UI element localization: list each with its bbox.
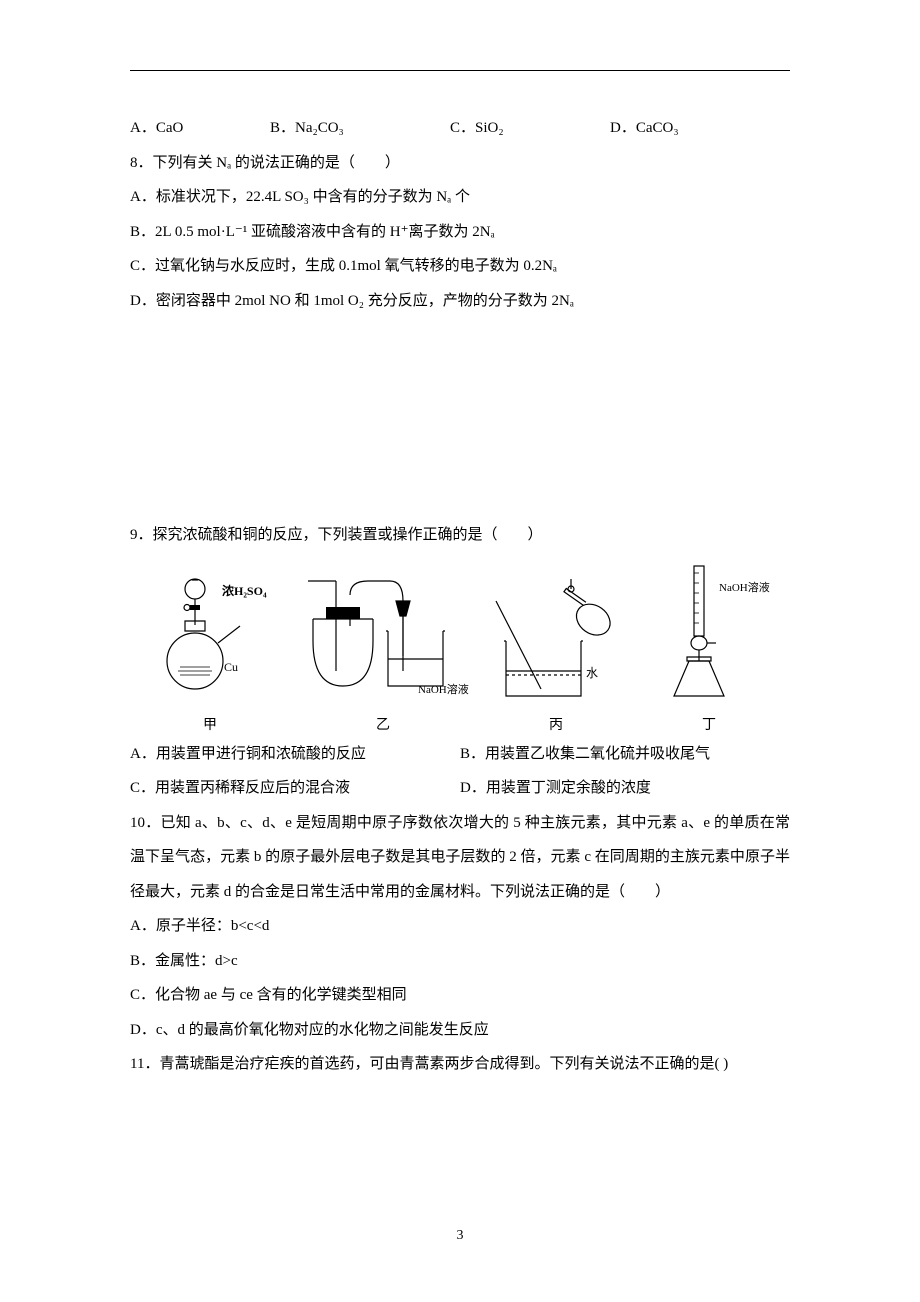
q9-row-cd: C．用装置丙稀释反应后的混合液 D．用装置丁测定余酸的浓度	[130, 771, 790, 806]
label-water: 水	[586, 666, 598, 680]
label-jia: 甲	[140, 719, 280, 733]
q7-opt-c: C．SiO₂	[450, 111, 610, 146]
q7-opt-a: A．CaO	[130, 111, 270, 146]
q10-opt-c: C．化合物 ae 与 ce 含有的化学键类型相同	[130, 978, 790, 1013]
q10-opt-b: B．金属性：d>c	[130, 944, 790, 979]
page-number: 3	[0, 1220, 920, 1252]
q8-opt-b: B．2L 0.5 mol·L⁻¹ 亚硫酸溶液中含有的 H⁺离子数为 2Nₐ	[130, 215, 790, 250]
q9-opt-a: A．用装置甲进行铜和浓硫酸的反应	[130, 737, 460, 772]
label-yi: 乙	[288, 719, 478, 733]
apparatus-yi-svg: NaOH溶液	[288, 571, 478, 711]
q8-opt-d: D．密闭容器中 2mol NO 和 1mol O₂ 充分反应，产物的分子数为 2…	[130, 284, 790, 319]
q9-opt-b: B．用装置乙收集二氧化硫并吸收尾气	[460, 737, 790, 772]
q10-stem: 10．已知 a、b、c、d、e 是短周期中原子序数依次增大的 5 种主族元素，其…	[130, 806, 790, 910]
q9-opt-d: D．用装置丁测定余酸的浓度	[460, 771, 790, 806]
label-ding: 丁	[634, 719, 784, 733]
q9-row-ab: A．用装置甲进行铜和浓硫酸的反应 B．用装置乙收集二氧化硫并吸收尾气	[130, 737, 790, 772]
exam-page: A．CaO B．Na₂CO₃ C．SiO₂ D．CaCO₃ 8．下列有关 Nₐ …	[0, 0, 920, 1302]
top-rule	[130, 70, 790, 71]
label-naoh2: NaOH溶液	[719, 580, 770, 594]
apparatus-ding: NaOH溶液 丁	[634, 561, 784, 733]
q10-opt-d: D．c、d 的最高价氧化物对应的水化物之间能发生反应	[130, 1013, 790, 1048]
label-naoh1: NaOH溶液	[418, 682, 469, 696]
apparatus-jia: 浓H₂SO₄ Cu 甲	[140, 571, 280, 733]
q11-stem: 11．青蒿琥酯是治疗疟疾的首选药，可由青蒿素两步合成得到。下列有关说法不正确的是…	[130, 1047, 790, 1082]
q7-opt-b: B．Na₂CO₃	[270, 111, 450, 146]
label-h2so4: 浓H₂SO₄	[222, 583, 267, 598]
apparatus-ding-svg: NaOH溶液	[634, 561, 784, 711]
apparatus-bing-svg: 水	[486, 571, 626, 711]
q10-opt-a: A．原子半径：b<c<d	[130, 909, 790, 944]
apparatus-yi: NaOH溶液 乙	[288, 571, 478, 733]
label-bing: 丙	[486, 719, 626, 733]
q9-diagram: 浓H₂SO₄ Cu 甲	[140, 561, 790, 733]
q8-opt-a: A．标准状况下，22.4L SO₃ 中含有的分子数为 Nₐ 个	[130, 180, 790, 215]
q8-opt-c: C．过氧化钠与水反应时，生成 0.1mol 氧气转移的电子数为 0.2Nₐ	[130, 249, 790, 284]
q7-opt-d: D．CaCO₃	[610, 111, 770, 146]
label-cu: Cu	[224, 660, 238, 674]
blank-gap	[130, 318, 790, 518]
q9-opt-c: C．用装置丙稀释反应后的混合液	[130, 771, 460, 806]
q7-options: A．CaO B．Na₂CO₃ C．SiO₂ D．CaCO₃	[130, 111, 790, 146]
apparatus-jia-svg: 浓H₂SO₄ Cu	[140, 571, 280, 711]
apparatus-bing: 水 丙	[486, 571, 626, 733]
q9-stem: 9．探究浓硫酸和铜的反应，下列装置或操作正确的是（ ）	[130, 518, 790, 553]
q8-stem: 8．下列有关 Nₐ 的说法正确的是（ ）	[130, 146, 790, 181]
